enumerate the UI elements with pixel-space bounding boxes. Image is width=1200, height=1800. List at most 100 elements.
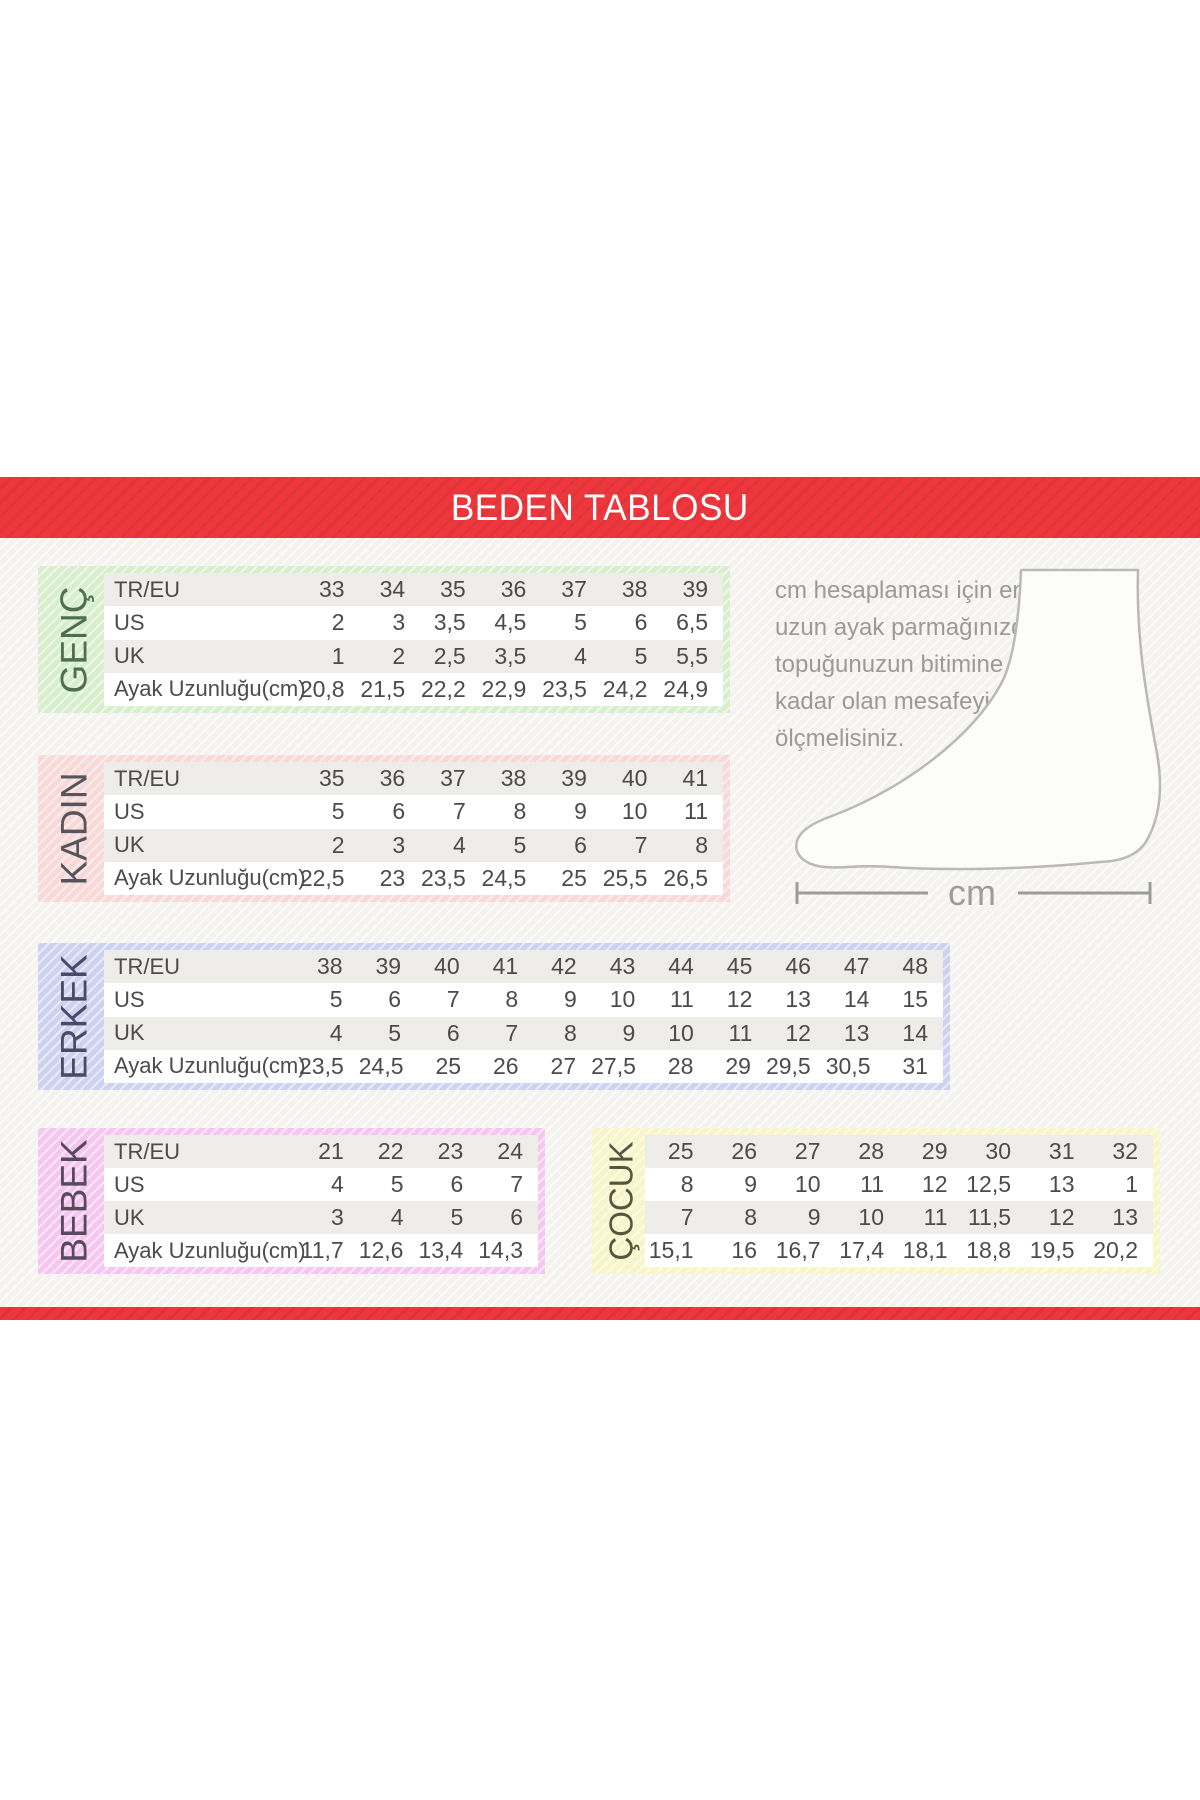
- table-row: US 5 6 7 8 9 10 11: [104, 795, 723, 828]
- category-label-erkek: ERKEK: [53, 953, 95, 1080]
- table-row: TR/EU 38 39 40 41 42 43 44 45 46 47 48: [104, 950, 943, 984]
- row-header: TR/EU: [114, 1138, 180, 1164]
- instruction-line: topuğunuzun bitimine: [775, 651, 1004, 678]
- size-value: 10: [794, 1171, 821, 1197]
- size-value: 23,5: [420, 864, 466, 891]
- size-value: 26: [731, 1138, 757, 1164]
- size-value: 37: [440, 765, 466, 792]
- size-value: 10: [668, 1019, 694, 1046]
- size-value: 36: [379, 765, 406, 792]
- size-value: 9: [807, 1204, 821, 1230]
- size-value: 39: [561, 765, 587, 792]
- table-row: 25 26 27 28 29 30 31 32: [645, 1135, 1153, 1168]
- size-value: 23,5: [299, 1052, 344, 1079]
- row-header: US: [114, 1171, 145, 1197]
- category-band: ERKEK: [45, 950, 104, 1083]
- instruction-line: cm hesaplaması için en: [775, 577, 1026, 604]
- size-value: 24,5: [358, 1052, 404, 1079]
- size-grid-kadin: TR/EU 35 36 37 38 39 40 41 US 5 6 7 8 9 10 11 UK 2 3 4 5 6 7 8 A…: [104, 762, 723, 895]
- size-value: 36: [500, 576, 527, 603]
- row-header: Ayak Uzunluğu(cm): [114, 676, 306, 702]
- size-table-kadin: KADIN TR/EU 35 36 37 38 39 40 41 US 5 6 7 8 9 10 11 UK 2 3…: [38, 755, 730, 902]
- size-value: 22,9: [481, 675, 527, 702]
- size-value: 24,2: [602, 675, 648, 702]
- size-value: 8: [680, 1171, 694, 1197]
- row-header: Ayak Uzunluğu(cm): [114, 865, 306, 891]
- size-value: 21: [318, 1138, 344, 1164]
- size-value: 4,5: [494, 609, 527, 636]
- size-value: 39: [375, 953, 402, 980]
- foot-outline-icon: [795, 568, 1162, 871]
- size-value: 11: [728, 1019, 753, 1046]
- size-value: 26: [493, 1052, 519, 1079]
- table-row: TR/EU 33 34 35 36 37 38 39: [104, 573, 723, 607]
- size-value: 9: [622, 1019, 636, 1046]
- size-value: 5: [634, 642, 648, 669]
- size-value: 3: [330, 1204, 344, 1230]
- size-value: 20,2: [1093, 1237, 1138, 1263]
- size-value: 5: [388, 1019, 402, 1046]
- table-row: 8 9 10 11 12 12,5 13 1: [645, 1168, 1153, 1201]
- size-value: 7: [510, 1171, 523, 1197]
- size-value: 23: [437, 1138, 464, 1164]
- cm-measure-line: [795, 882, 1152, 904]
- size-value: 35: [318, 765, 345, 792]
- instruction-line: ölçmelisiniz.: [775, 725, 905, 752]
- category-label-bebek: BEBEK: [53, 1139, 95, 1263]
- size-value: 20,8: [299, 675, 345, 702]
- size-value: 6,5: [676, 609, 709, 636]
- bottom-divider: [0, 1307, 1200, 1320]
- size-value: 16: [731, 1237, 757, 1263]
- instruction-line: kadar olan mesafeyi: [775, 688, 990, 715]
- size-value: 4: [452, 831, 466, 858]
- size-value: 41: [682, 765, 709, 792]
- size-value: 14: [843, 986, 870, 1013]
- table-row: Ayak Uzunluğu(cm) 11,7 12,6 13,4 14,3: [104, 1234, 538, 1267]
- size-value: 1: [1125, 1171, 1138, 1197]
- size-value: 46: [785, 953, 811, 980]
- size-value: 22,2: [420, 675, 466, 702]
- size-value: 22,5: [299, 864, 345, 891]
- size-value: 17,4: [839, 1237, 884, 1263]
- row-header: US: [114, 798, 145, 824]
- size-value: 6: [388, 986, 402, 1013]
- size-value: 40: [621, 765, 648, 792]
- table-row: 15,1 16 16,7 17,4 18,1 18,8 19,5 20,2: [645, 1234, 1153, 1267]
- size-value: 12: [785, 1019, 811, 1046]
- size-table-cocuk: ÇOCUK 25 26 27 28 29 30 31 32 8 9 10 11 12 12,5 13 1 7 8 9…: [592, 1128, 1160, 1274]
- size-value: 13: [1112, 1204, 1138, 1230]
- size-value: 29,5: [765, 1052, 811, 1079]
- size-value: 23,5: [542, 675, 587, 702]
- size-value: 48: [902, 953, 929, 980]
- size-value: 41: [492, 953, 519, 980]
- size-grid-bebek: TR/EU 21 22 23 24 US 4 5 6 7 UK 3 4 5 6 Ayak Uzunluğu(c…: [104, 1135, 538, 1267]
- size-value: 43: [609, 953, 636, 980]
- size-value: 6: [574, 831, 587, 858]
- size-value: 4: [329, 1019, 343, 1046]
- size-grid-cocuk: 25 26 27 28 29 30 31 32 8 9 10 11 12 12,5 13 1 7 8 9 10 11 11…: [645, 1135, 1153, 1267]
- size-value: 6: [446, 1019, 460, 1046]
- row-header: TR/EU: [114, 953, 180, 979]
- size-value: 11,7: [300, 1237, 344, 1263]
- table-row: UK 3 4 5 6: [104, 1201, 538, 1234]
- size-value: 7: [680, 1204, 694, 1230]
- size-value: 2: [331, 609, 345, 636]
- size-value: 24,5: [481, 864, 527, 891]
- size-value: 28: [858, 1138, 884, 1164]
- table-row: UK 2 3 4 5 6 7 8: [104, 828, 723, 862]
- table-row: US 2 3 3,5 4,5 5 6 6,5: [104, 606, 723, 639]
- table-row: Ayak Uzunluğu(cm) 22,5 23 23,5 24,5 25 25,5 26,…: [104, 862, 723, 895]
- table-row: US 4 5 6 7: [104, 1168, 538, 1201]
- size-value: 15,1: [648, 1237, 694, 1263]
- size-value: 9: [744, 1171, 757, 1197]
- size-value: 16,7: [775, 1237, 821, 1263]
- row-header: UK: [114, 643, 145, 669]
- table-row: US 5 6 7 8 9 10 11 12 13 14 15: [104, 983, 943, 1016]
- size-value: 37: [561, 576, 587, 603]
- size-value: 11: [684, 798, 709, 825]
- size-value: 22: [377, 1138, 404, 1164]
- size-value: 5: [574, 609, 587, 636]
- size-value: 39: [682, 576, 709, 603]
- size-value: 25: [667, 1138, 694, 1164]
